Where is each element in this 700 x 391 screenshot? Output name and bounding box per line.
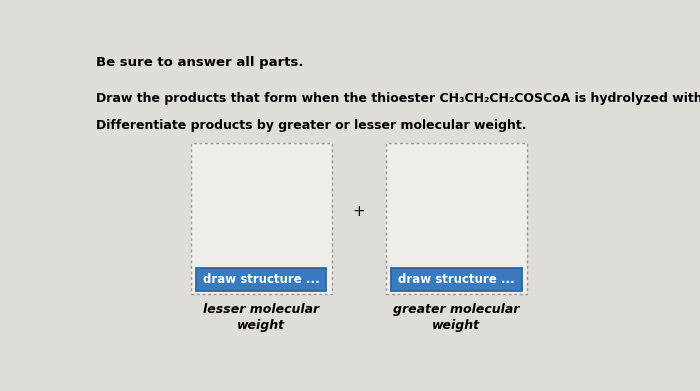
Bar	[190, 143, 332, 294]
Text: +: +	[352, 203, 365, 219]
Text: Draw the products that form when the thioester CH₃CH₂CH₂COSCoA is hydrolyzed wit: Draw the products that form when the thi…	[96, 92, 700, 105]
Bar	[391, 268, 522, 291]
Text: Differentiate products by greater or lesser molecular weight.: Differentiate products by greater or les…	[96, 119, 526, 132]
Text: Be sure to answer all parts.: Be sure to answer all parts.	[96, 56, 303, 69]
Text: greater molecular
weight: greater molecular weight	[393, 303, 519, 332]
Text: draw structure ...: draw structure ...	[203, 273, 319, 286]
Text: lesser molecular
weight: lesser molecular weight	[203, 303, 319, 332]
Bar	[196, 268, 326, 291]
Text: draw structure ...: draw structure ...	[398, 273, 514, 286]
Bar	[190, 143, 332, 294]
Bar	[386, 143, 527, 294]
Bar	[386, 143, 527, 294]
